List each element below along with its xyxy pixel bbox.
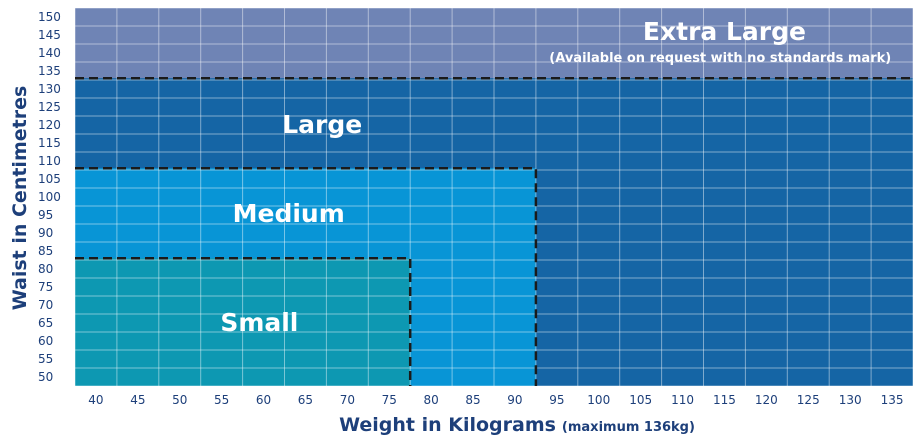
x-tick-label: 40 (88, 393, 103, 407)
x-tick-label: 45 (130, 393, 145, 407)
x-tick-label: 75 (382, 393, 397, 407)
y-tick-label: 145 (38, 28, 61, 42)
x-tick-label: 135 (881, 393, 904, 407)
zone-label-extra-large: Extra Large (643, 17, 806, 46)
x-tick-label: 130 (839, 393, 862, 407)
y-tick-label: 65 (38, 316, 53, 330)
y-tick-label: 140 (38, 46, 61, 60)
x-tick-label: 95 (549, 393, 564, 407)
zone-borders (75, 76, 913, 386)
y-tick-label: 125 (38, 100, 61, 114)
zone-small (75, 258, 411, 386)
x-tick-label: 125 (797, 393, 820, 407)
x-tick-label: 50 (172, 393, 187, 407)
y-tick-label: 105 (38, 172, 61, 186)
y-tick-label: 95 (38, 208, 53, 222)
y-tick-label: 50 (38, 370, 53, 384)
x-tick-label: 105 (629, 393, 652, 407)
x-tick-label: 65 (298, 393, 313, 407)
y-tick-label: 110 (38, 154, 61, 168)
x-tick-label: 90 (507, 393, 522, 407)
x-axis-title: Weight in Kilograms (maximum 136kg) (339, 414, 695, 436)
zone-label-small: Small (220, 308, 298, 337)
y-tick-label: 120 (38, 118, 61, 132)
chart-grid (74, 7, 914, 387)
x-tick-label: 55 (214, 393, 229, 407)
x-tick-label: 120 (755, 393, 778, 407)
x-tick-label: 70 (340, 393, 355, 407)
zone-label-medium: Medium (233, 199, 345, 228)
zone-label-large: Large (282, 110, 362, 139)
y-tick-label: 115 (38, 136, 61, 150)
y-tick-label: 75 (38, 280, 53, 294)
y-tick-label: 55 (38, 352, 53, 366)
x-tick-label: 85 (465, 393, 480, 407)
y-tick-label: 150 (38, 10, 61, 24)
y-tick-label: 135 (38, 64, 61, 78)
y-tick-label: 130 (38, 82, 61, 96)
y-axis-title: Waist in Centimetres (9, 86, 31, 311)
y-tick-label: 85 (38, 244, 53, 258)
y-tick-label: 80 (38, 262, 53, 276)
x-tick-label: 80 (424, 393, 439, 407)
zone-border-medium (75, 166, 538, 386)
y-tick-label: 60 (38, 334, 53, 348)
zone-note-extra-large: (Available on request with no standards … (549, 51, 891, 66)
x-tick-label: 115 (713, 393, 736, 407)
x-tick-label: 60 (256, 393, 271, 407)
x-tick-label: 110 (671, 393, 694, 407)
y-tick-label: 70 (38, 298, 53, 312)
x-tick-label: 100 (587, 393, 610, 407)
y-tick-label: 90 (38, 226, 53, 240)
zone-border-small (75, 256, 412, 386)
y-tick-label: 100 (38, 190, 61, 204)
y-axis-ticks: 50 55 60 65 70 75 80 85 90 95 100 105 110 115 120 125 13… (38, 10, 61, 384)
x-axis-ticks: 40 45 50 55 60 65 70 75 80 85 90 95 100 105 110 115 120 1… (88, 393, 903, 407)
zone-labels: Extra Large (Available on request with no… (220, 17, 891, 337)
size-zones (75, 8, 913, 386)
